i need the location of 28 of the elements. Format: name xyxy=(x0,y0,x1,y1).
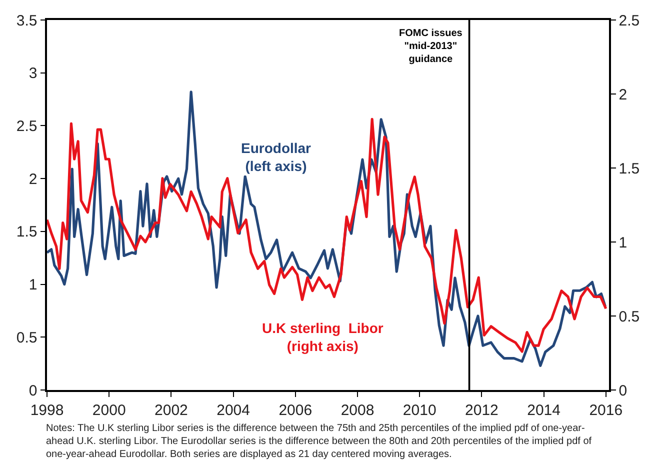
ref-line-label: FOMC issues "mid-2013" guidance xyxy=(399,28,463,65)
text: Notes: The U.K sterling Libor series is the difference between the 75th and 25th percentiles of the implied pdf of one-year- ahead U.K. sterling Libor. The Eurodollar series is the difference between the 80th and 20th percentiles of the implied pdf of one-year-ahead Eurodollar. Both series are displayed as 21 day centered moving averages. xyxy=(46,423,592,460)
x-tick-label: 2002 xyxy=(154,402,188,419)
y2-tick-label: 1 xyxy=(618,234,628,252)
y2-tick-label: 1.5 xyxy=(618,160,640,178)
y2-tick-label: 0 xyxy=(618,382,628,400)
y-tick-label: 0 xyxy=(28,382,38,400)
series-label: Eurodollar (left axis) xyxy=(241,140,312,174)
y-tick-label: 1.5 xyxy=(16,224,38,241)
x-tick-label: 1998 xyxy=(30,402,64,419)
y-tick-label: 0.5 xyxy=(16,329,38,346)
text: U.K sterling Libor (right axis) xyxy=(262,320,384,354)
y-tick-label: 3 xyxy=(28,65,38,82)
x-tick-label: 2010 xyxy=(402,402,436,419)
x-tick-label: 2016 xyxy=(589,402,623,419)
x-tick-label: 2000 xyxy=(92,402,126,419)
y2-tick-label: 2 xyxy=(618,86,628,104)
y-tick-label: 3.5 xyxy=(16,12,38,30)
x-tick-label: 2014 xyxy=(527,402,560,419)
y-tick-label: 1 xyxy=(28,276,38,294)
x-tick-label: 2008 xyxy=(340,402,374,419)
y-tick-label: 2 xyxy=(28,170,38,188)
x-tick-label: 2004 xyxy=(216,402,250,419)
y2-tick-label: 2.5 xyxy=(618,12,640,30)
y-tick-label: 2.5 xyxy=(16,118,38,135)
x-tick-label: 2012 xyxy=(465,402,498,419)
y2-tick-label: 0.5 xyxy=(618,308,640,326)
x-tick-label: 2006 xyxy=(278,402,312,419)
